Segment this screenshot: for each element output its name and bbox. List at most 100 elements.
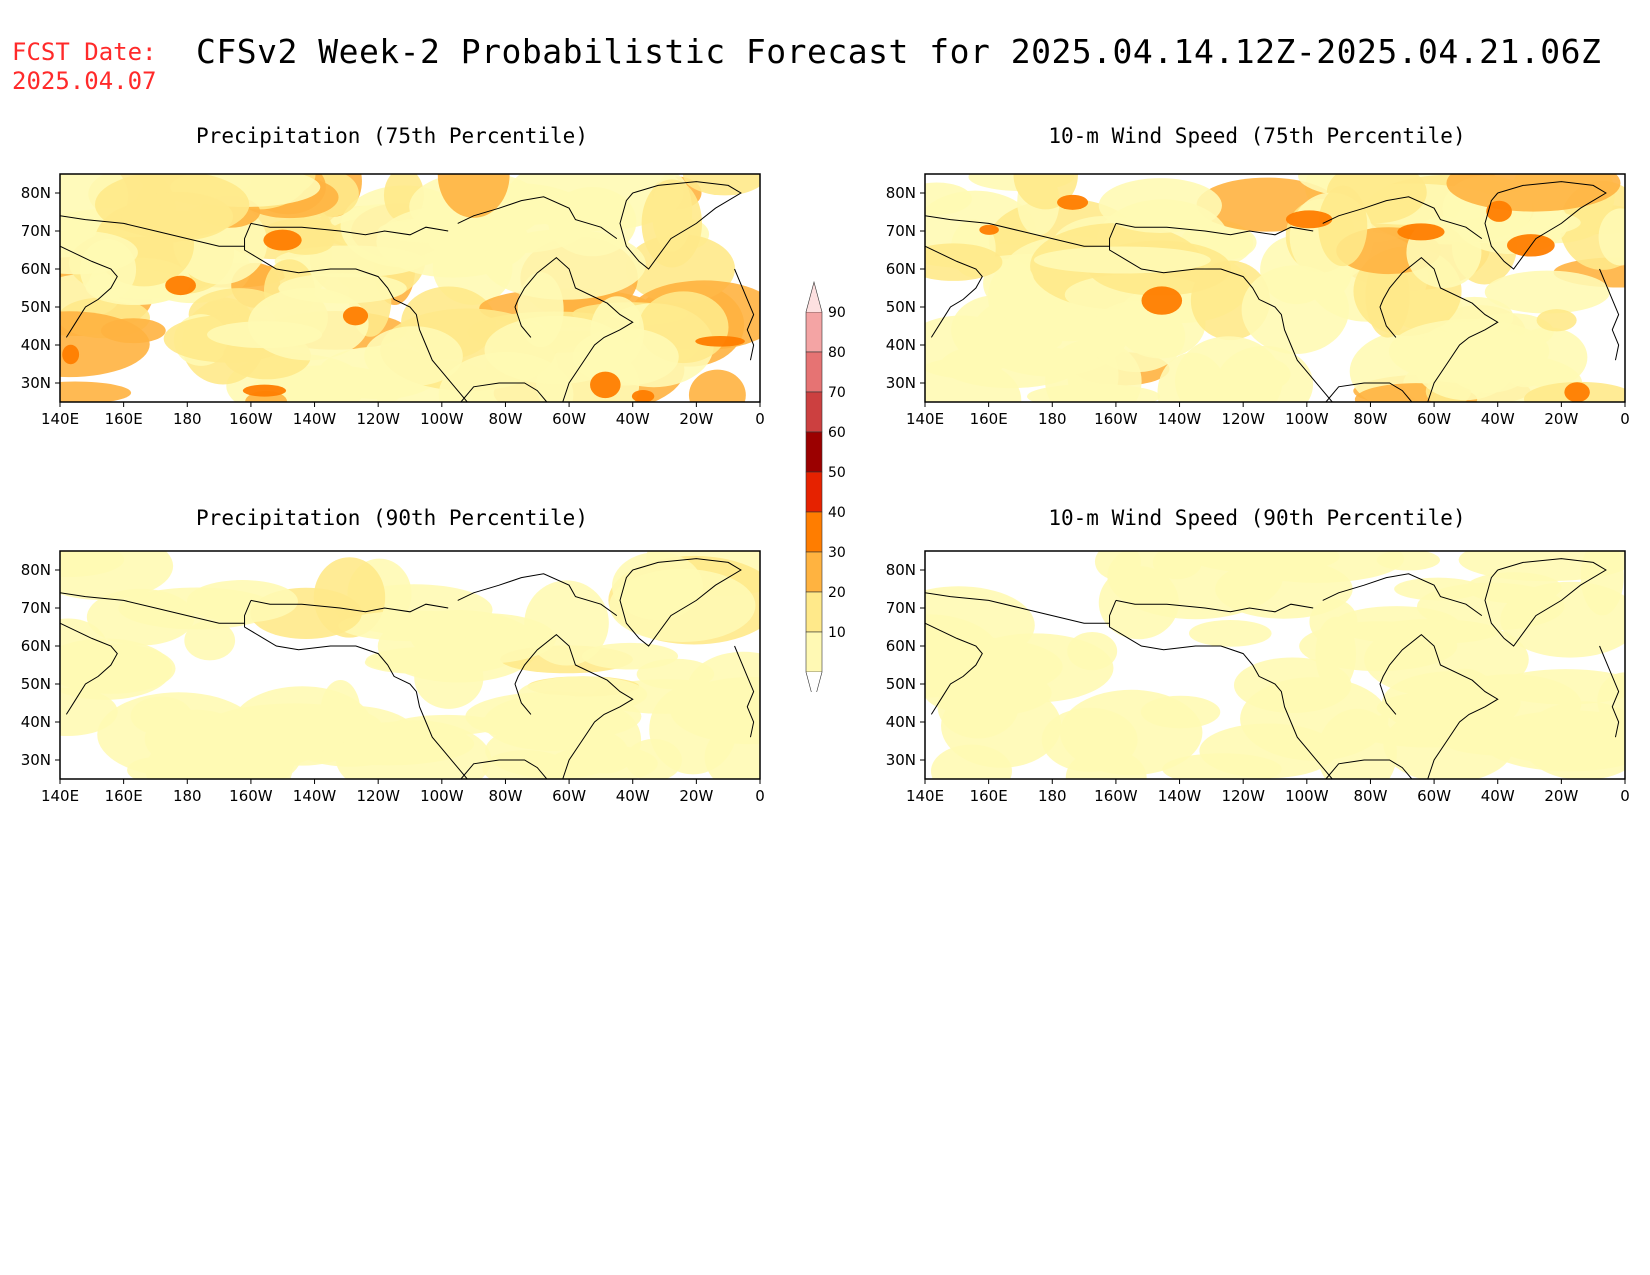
probability-patch	[590, 371, 621, 399]
coastline	[925, 181, 1620, 402]
lon-tick-label: 160E	[970, 410, 1008, 428]
colorbar-label: 30	[828, 545, 846, 561]
lat-tick-label: 50N	[21, 298, 51, 316]
probability-patch	[1094, 551, 1141, 581]
lon-tick-label: 160W	[229, 787, 273, 805]
lon-tick-label: 40W	[1481, 410, 1515, 428]
lon-tick-label: 20W	[1544, 787, 1578, 805]
forecast-date-value: 2025.04.07	[12, 67, 157, 95]
coastline	[60, 181, 755, 402]
probability-patch	[184, 620, 236, 661]
lon-tick-label: 100W	[420, 410, 464, 428]
probability-patch	[100, 318, 166, 344]
colorbar-label: 20	[828, 585, 846, 601]
probability-patch	[517, 676, 648, 713]
probability-patch	[1397, 223, 1445, 241]
probability-patch	[1041, 707, 1138, 772]
lon-tick-label: 0	[1620, 787, 1630, 805]
lon-tick-label: 180	[173, 787, 202, 805]
forecast-date-block: FCST Date: 2025.04.07	[12, 38, 157, 96]
probability-patch	[1412, 321, 1518, 401]
map-panel-precip90: 140E 160E 180 160W 140W 120W 100W 80W 60W 40W 20W 0…	[21, 550, 765, 805]
probability-patch	[1500, 581, 1625, 658]
map-frame	[59, 173, 761, 403]
colorbar-label: 90	[828, 305, 846, 321]
lon-tick-label: 180	[1038, 410, 1067, 428]
coastline	[925, 558, 1620, 779]
lat-tick-label: 70N	[886, 599, 916, 617]
probability-patch	[263, 229, 302, 251]
probability-patch	[121, 191, 234, 241]
probability-patch	[1140, 695, 1221, 729]
colorbar-swatch	[805, 431, 823, 473]
map-panel-wind75: 140E 160E 180 160W 140W 120W 100W 80W 60W 40W 20W 0…	[886, 173, 1630, 428]
colorbar-swatch	[805, 311, 823, 353]
probability-patch	[338, 610, 492, 642]
lon-tick-label: 160E	[970, 787, 1008, 805]
probability-patch	[1317, 708, 1397, 779]
colorbar-label: 10	[828, 625, 846, 641]
lon-tick-label: 120W	[356, 787, 400, 805]
colorbar-swatch	[805, 471, 823, 513]
lon-tick-label: 140W	[1158, 787, 1202, 805]
lat-tick-label: 70N	[21, 599, 51, 617]
colorbar-label: 70	[828, 385, 846, 401]
probability-patch	[1598, 208, 1625, 266]
probability-patch	[695, 335, 745, 347]
probability-patch	[1564, 382, 1590, 402]
lon-tick-label: 60W	[552, 410, 586, 428]
lon-tick-label: 40W	[1481, 787, 1515, 805]
probability-patch	[631, 389, 655, 402]
lat-tick-label: 70N	[21, 222, 51, 240]
lon-tick-label: 80W	[488, 787, 522, 805]
colorbar-swatch	[805, 551, 823, 593]
probability-patch	[1229, 551, 1405, 583]
probability-patch	[242, 384, 287, 397]
probability-patch	[427, 225, 490, 256]
colorbar-label: 40	[828, 505, 846, 521]
lon-tick-label: 160E	[105, 410, 143, 428]
lon-tick-label: 40W	[616, 410, 650, 428]
probability-patch	[1162, 753, 1282, 779]
lon-tick-label: 80W	[1353, 410, 1387, 428]
lon-tick-label: 20W	[1544, 410, 1578, 428]
colorbar-legend: 10 20 30 40 50 60 70 80 90	[805, 280, 846, 692]
lat-tick-label: 60N	[886, 637, 916, 655]
probability-patch	[207, 321, 323, 349]
probability-patch	[1088, 300, 1186, 373]
lon-tick-label: 140E	[41, 410, 79, 428]
probability-patch	[144, 709, 248, 769]
probability-shading	[60, 174, 760, 402]
probability-patch	[930, 744, 1013, 779]
lon-tick-label: 20W	[679, 410, 713, 428]
lon-tick-label: 0	[755, 410, 765, 428]
probability-patch	[1141, 286, 1183, 315]
lon-tick-label: 140W	[1158, 410, 1202, 428]
probability-patch	[979, 224, 999, 235]
probability-patch	[1285, 210, 1333, 229]
lon-tick-label: 60W	[1417, 787, 1451, 805]
probability-patch	[1484, 270, 1611, 314]
forecast-date-label: FCST Date:	[12, 38, 157, 66]
lon-tick-label: 0	[1620, 410, 1630, 428]
lon-tick-label: 80W	[488, 410, 522, 428]
lat-tick-label: 30N	[21, 751, 51, 769]
lon-tick-label: 160W	[1094, 787, 1138, 805]
probability-patch	[364, 326, 463, 386]
lon-tick-label: 160W	[229, 410, 273, 428]
lat-tick-label: 50N	[886, 675, 916, 693]
lon-tick-label: 120W	[1221, 787, 1265, 805]
probability-patch	[342, 306, 369, 326]
lon-tick-label: 160W	[1094, 410, 1138, 428]
lat-tick-label: 80N	[21, 184, 51, 202]
probability-patch	[62, 344, 80, 365]
lat-tick-label: 50N	[886, 298, 916, 316]
map-frame	[924, 173, 1626, 403]
colorbar-swatch	[805, 351, 823, 393]
lat-tick-label: 60N	[21, 637, 51, 655]
lon-tick-label: 140W	[293, 410, 337, 428]
lon-tick-label: 40W	[616, 787, 650, 805]
lat-tick-label: 40N	[886, 713, 916, 731]
lat-tick-label: 60N	[886, 260, 916, 278]
page-title: CFSv2 Week-2 Probabilistic Forecast for …	[196, 32, 1602, 71]
